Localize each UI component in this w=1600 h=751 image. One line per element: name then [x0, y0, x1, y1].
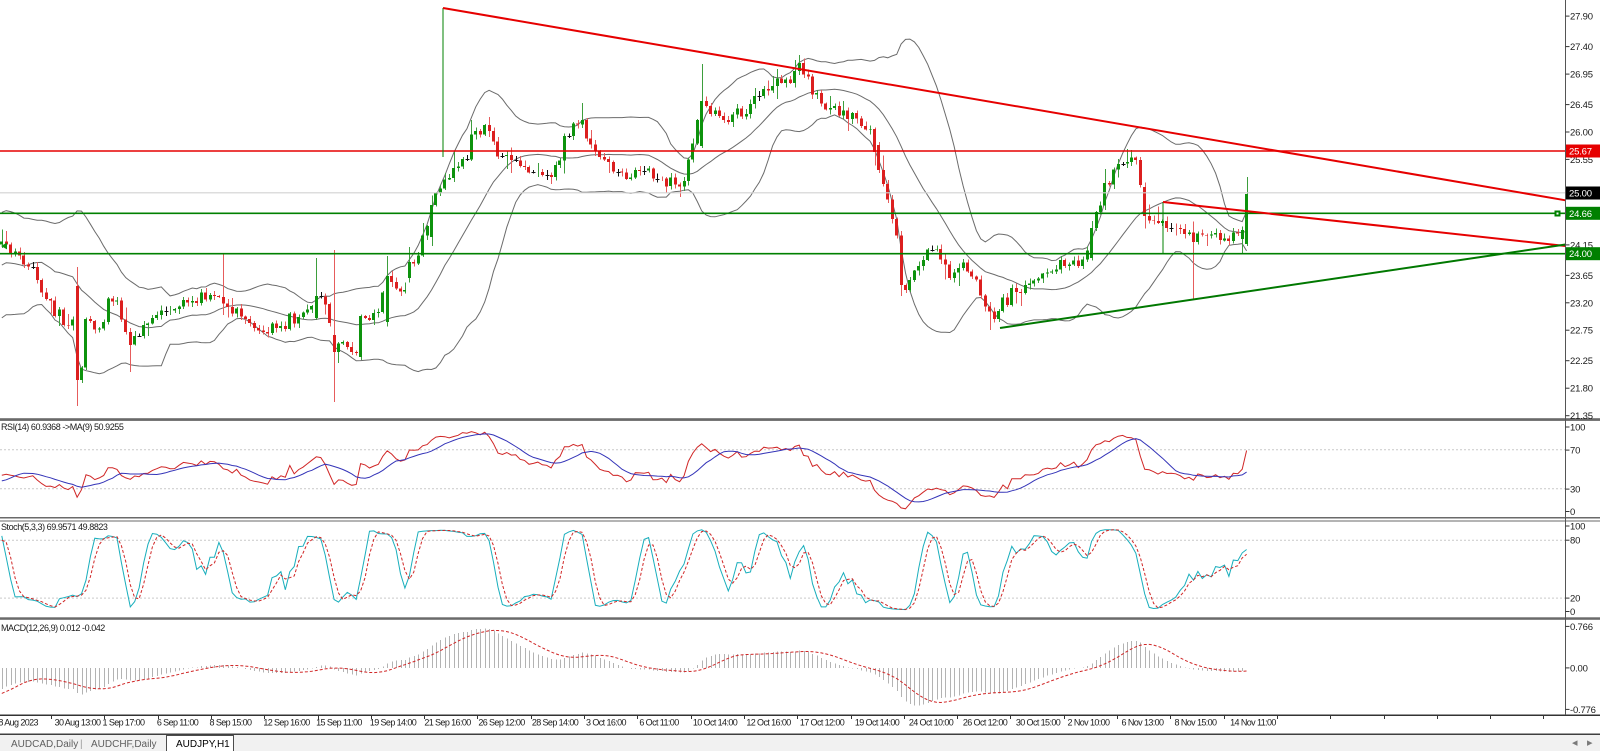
svg-text:6 Oct 11:00: 6 Oct 11:00: [639, 718, 679, 728]
svg-text:28 Aug 2023: 28 Aug 2023: [0, 718, 39, 728]
svg-text:8 Sep 15:00: 8 Sep 15:00: [210, 718, 253, 728]
svg-text:▸: ▸: [1587, 737, 1593, 749]
svg-text:MACD(12,26,9) 0.012 -0.042: MACD(12,26,9) 0.012 -0.042: [1, 623, 105, 633]
svg-text:27.90: 27.90: [1570, 12, 1593, 23]
svg-text:17 Oct 12:00: 17 Oct 12:00: [800, 718, 845, 728]
svg-text:0.00: 0.00: [1570, 663, 1588, 674]
svg-text:RSI(14) 60.9368 ->MA(9) 50.92: RSI(14) 60.9368 ->MA(9) 50.9255: [1, 422, 124, 432]
svg-text:0: 0: [1570, 607, 1575, 618]
svg-text:19 Oct 14:00: 19 Oct 14:00: [855, 718, 900, 728]
svg-text:20: 20: [1570, 594, 1580, 605]
svg-text:|: |: [80, 739, 83, 750]
svg-text:70: 70: [1570, 446, 1580, 457]
svg-text:26.95: 26.95: [1570, 70, 1593, 81]
svg-text:30 Aug 13:00: 30 Aug 13:00: [55, 718, 101, 728]
svg-text:-0.776: -0.776: [1570, 705, 1596, 716]
svg-text:21.35: 21.35: [1570, 411, 1593, 422]
svg-text:30: 30: [1570, 485, 1580, 496]
svg-text:24 Oct 10:00: 24 Oct 10:00: [909, 718, 954, 728]
svg-text:21.80: 21.80: [1570, 384, 1593, 395]
svg-text:12 Oct 16:00: 12 Oct 16:00: [746, 718, 791, 728]
svg-text:100: 100: [1570, 423, 1585, 434]
svg-text:8 Nov 15:00: 8 Nov 15:00: [1175, 718, 1218, 728]
svg-text:14 Nov 11:00: 14 Nov 11:00: [1230, 718, 1276, 728]
svg-text:2 Nov 10:00: 2 Nov 10:00: [1068, 718, 1111, 728]
svg-text:24.66: 24.66: [1569, 209, 1592, 220]
svg-text:25.00: 25.00: [1569, 189, 1592, 200]
svg-text:Stoch(5,3,3) 69.9571 49.8823: Stoch(5,3,3) 69.9571 49.8823: [1, 522, 108, 532]
svg-text:24.15: 24.15: [1570, 240, 1593, 251]
svg-text:100: 100: [1570, 522, 1585, 533]
svg-text:26 Oct 12:00: 26 Oct 12:00: [963, 718, 1008, 728]
svg-text:22.75: 22.75: [1570, 326, 1593, 337]
svg-text:30 Oct 15:00: 30 Oct 15:00: [1016, 718, 1061, 728]
svg-text:27.40: 27.40: [1570, 42, 1593, 53]
svg-text:25.67: 25.67: [1569, 147, 1592, 158]
svg-text:26 Sep 12:00: 26 Sep 12:00: [478, 718, 525, 728]
svg-text:28 Sep 14:00: 28 Sep 14:00: [532, 718, 579, 728]
svg-text:0.766: 0.766: [1570, 622, 1593, 633]
svg-text:26.45: 26.45: [1570, 100, 1593, 111]
svg-text:15 Sep 11:00: 15 Sep 11:00: [316, 718, 362, 728]
svg-text:21 Sep 16:00: 21 Sep 16:00: [424, 718, 471, 728]
svg-text:AUDJPY,H1: AUDJPY,H1: [176, 739, 230, 750]
svg-text:◂: ◂: [1572, 737, 1578, 749]
svg-text:AUDCHF,Daily: AUDCHF,Daily: [91, 739, 157, 750]
svg-text:0: 0: [1570, 507, 1575, 518]
svg-text:25.55: 25.55: [1570, 155, 1593, 166]
svg-text:23.65: 23.65: [1570, 271, 1593, 282]
svg-text:6 Sep 11:00: 6 Sep 11:00: [157, 718, 199, 728]
svg-text:22.25: 22.25: [1570, 356, 1593, 367]
svg-text:26.00: 26.00: [1570, 128, 1593, 139]
svg-text:12 Sep 16:00: 12 Sep 16:00: [263, 718, 310, 728]
svg-text:23.20: 23.20: [1570, 298, 1593, 309]
svg-text:6 Nov 13:00: 6 Nov 13:00: [1122, 718, 1165, 728]
svg-text:80: 80: [1570, 536, 1580, 547]
svg-text:3 Oct 16:00: 3 Oct 16:00: [586, 718, 627, 728]
svg-text:AUDCAD,Daily: AUDCAD,Daily: [11, 739, 78, 750]
svg-text:24.00: 24.00: [1569, 249, 1592, 260]
svg-text:10 Oct 14:00: 10 Oct 14:00: [693, 718, 738, 728]
svg-text:19 Sep 14:00: 19 Sep 14:00: [370, 718, 417, 728]
svg-text:1 Sep 17:00: 1 Sep 17:00: [103, 718, 146, 728]
